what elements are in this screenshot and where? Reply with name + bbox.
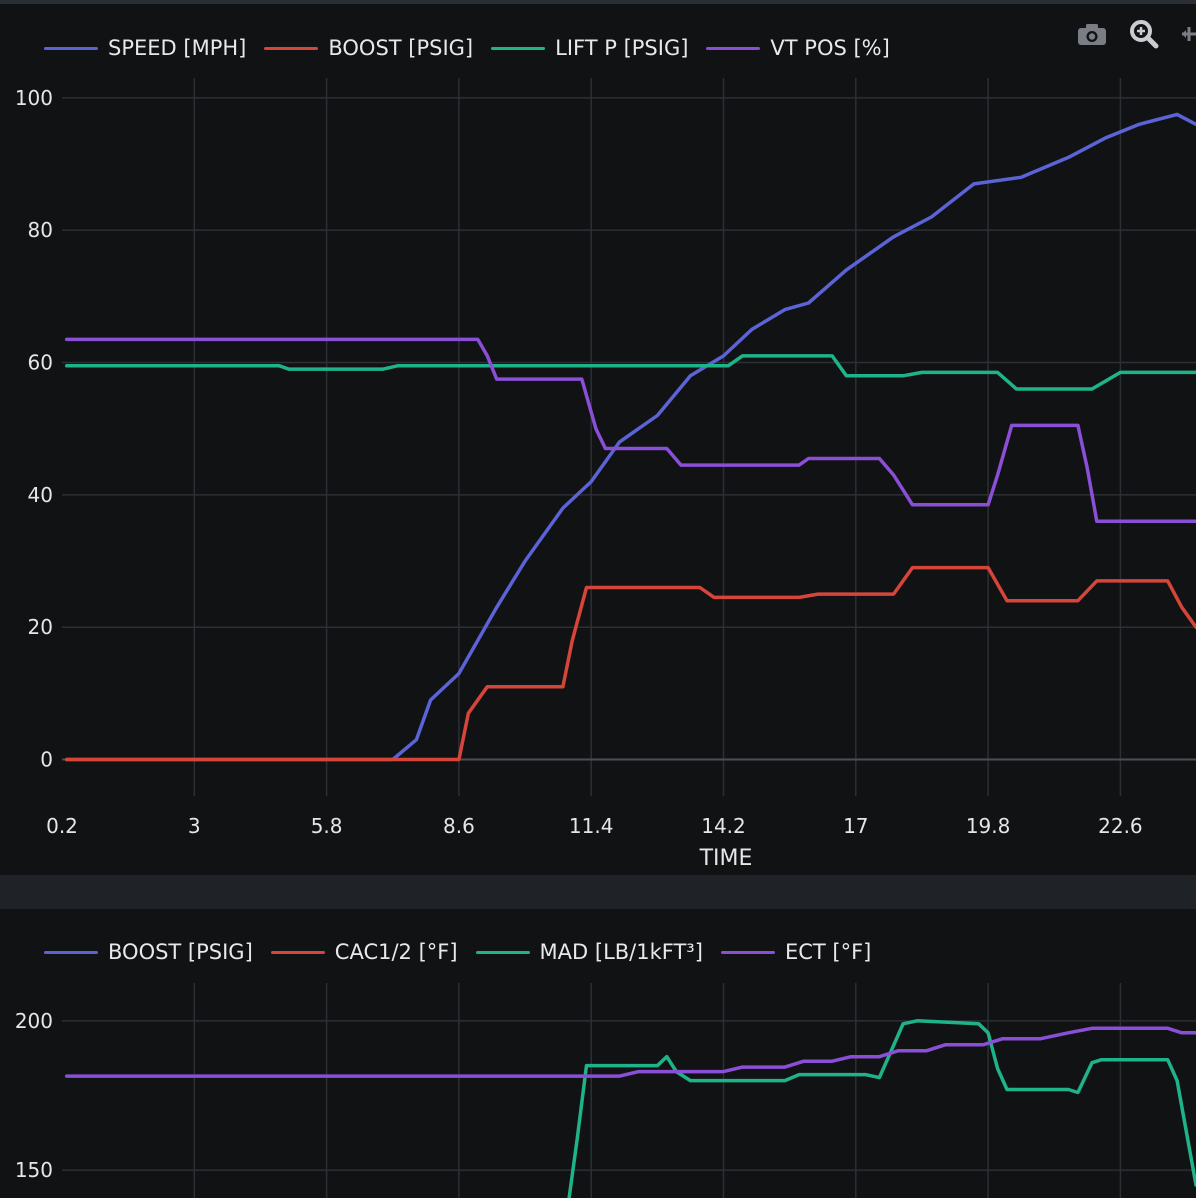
y-tick-label: 80 xyxy=(28,218,53,242)
zoom-icon[interactable] xyxy=(1128,18,1160,50)
line-chart-top[interactable]: 0 20 40 60 80 100 0.2 3 5.8 8.6 11.4 14.2 17 19.8 22.6… xyxy=(0,0,1196,875)
legend-item-mad-lb-1kft[interactable]: MAD [LB/1kFT³] xyxy=(475,940,703,964)
camera-icon[interactable] xyxy=(1076,21,1108,47)
chart-panel-top: SPEED [MPH] BOOST [PSIG] LIFT P [PSIG] VT P… xyxy=(0,0,1196,875)
x-tick-label: 3 xyxy=(188,814,201,838)
y-tick-label: 150 xyxy=(15,1158,53,1182)
legend-item-vt-pos[interactable]: VT POS [%] xyxy=(706,36,890,60)
chart-panel-bottom: BOOST [PSIG] CAC1/2 [°F] MAD [LB/1kFT³] ECT… xyxy=(0,909,1196,1198)
legend-label: BOOST [PSIG] xyxy=(108,940,253,964)
y-tick-label: 20 xyxy=(28,615,53,639)
legend-item-cac1-2-f[interactable]: CAC1/2 [°F] xyxy=(270,940,458,964)
series-line-speed-mph[interactable] xyxy=(64,112,1196,762)
x-tick-label: 19.8 xyxy=(966,814,1011,838)
legend-label: LIFT P [PSIG] xyxy=(555,36,689,60)
legend-swatch xyxy=(44,950,98,954)
pan-icon[interactable] xyxy=(1180,18,1196,50)
x-tick-label: 17 xyxy=(843,814,868,838)
x-axis-label: TIME xyxy=(699,846,753,871)
x-tick-label: 22.6 xyxy=(1098,814,1143,838)
legend-item-ect-f[interactable]: ECT [°F] xyxy=(720,940,872,964)
series-line-vt-pos[interactable] xyxy=(64,337,1196,524)
x-tick-label: 8.6 xyxy=(443,814,475,838)
legend-swatch xyxy=(44,46,98,50)
series-line-lift-p-psig[interactable] xyxy=(64,354,1196,391)
legend-swatch xyxy=(264,46,319,50)
legend-bottom: BOOST [PSIG] CAC1/2 [°F] MAD [LB/1kFT³] ECT… xyxy=(44,940,871,964)
y-tick-label: 200 xyxy=(15,1009,53,1033)
legend-swatch xyxy=(270,950,325,954)
legend-swatch xyxy=(706,46,761,50)
x-tick-label: 0.2 xyxy=(46,814,78,838)
legend-top: SPEED [MPH] BOOST [PSIG] LIFT P [PSIG] VT P… xyxy=(44,36,890,60)
legend-label: SPEED [MPH] xyxy=(108,36,247,60)
series-line-ect-f[interactable] xyxy=(64,1026,1196,1078)
series-line-mad-lb-1kft[interactable] xyxy=(567,1019,1196,1198)
legend-swatch xyxy=(720,950,775,954)
legend-label: CAC1/2 [°F] xyxy=(334,940,458,964)
y-tick-label: 40 xyxy=(28,483,53,507)
x-tick-label: 14.2 xyxy=(701,814,746,838)
legend-label: BOOST [PSIG] xyxy=(328,36,474,60)
x-tick-label: 11.4 xyxy=(569,814,614,838)
legend-item-boost-psig[interactable]: BOOST [PSIG] xyxy=(264,36,473,60)
y-tick-label: 100 xyxy=(15,86,53,110)
legend-item-speed-mph[interactable]: SPEED [MPH] xyxy=(44,36,246,60)
panel-divider xyxy=(0,875,1196,909)
y-tick-label: 60 xyxy=(28,351,53,375)
line-chart-bottom[interactable]: 150 200 xyxy=(0,909,1196,1198)
y-tick-label: 0 xyxy=(40,748,53,772)
x-tick-label: 5.8 xyxy=(311,814,343,838)
legend-item-lift-p-psig[interactable]: LIFT P [PSIG] xyxy=(491,36,688,60)
legend-label: VT POS [%] xyxy=(770,36,890,60)
legend-swatch xyxy=(491,46,546,50)
legend-item-boost-psig[interactable]: BOOST [PSIG] xyxy=(44,940,253,964)
legend-swatch xyxy=(475,950,530,954)
legend-label: ECT [°F] xyxy=(784,940,872,964)
top-border xyxy=(0,0,1196,4)
series-line-boost-psig[interactable] xyxy=(64,565,1196,762)
legend-label: MAD [LB/1kFT³] xyxy=(539,940,703,964)
modebar xyxy=(1076,18,1196,50)
